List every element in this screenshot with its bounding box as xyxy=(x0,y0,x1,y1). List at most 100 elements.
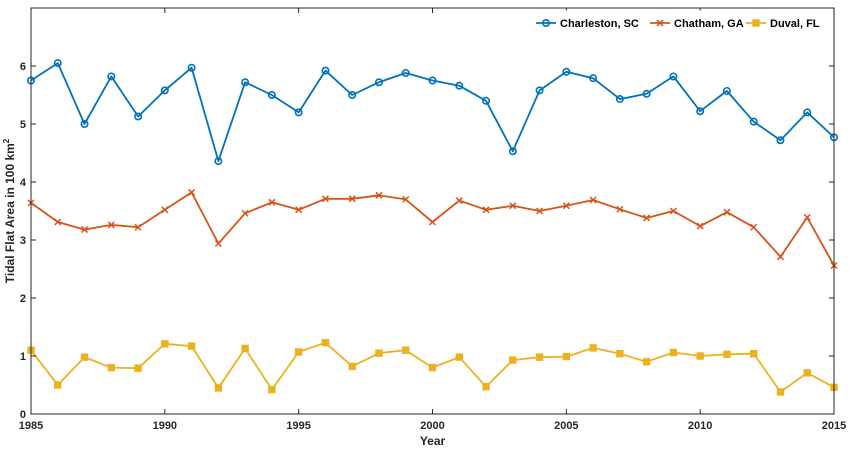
data-point xyxy=(455,197,463,205)
data-point xyxy=(187,342,196,350)
data-point xyxy=(161,340,169,348)
data-point xyxy=(160,86,169,95)
x-tick-label: 2010 xyxy=(688,420,712,432)
data-point xyxy=(562,352,571,361)
data-point xyxy=(723,208,731,216)
data-point xyxy=(803,108,812,117)
plot-area xyxy=(26,59,838,396)
data-point xyxy=(188,188,196,196)
series-duval-fl xyxy=(27,338,838,396)
data-point xyxy=(616,205,624,213)
data-point xyxy=(776,388,785,396)
x-tick-label: 2000 xyxy=(420,420,444,432)
data-point xyxy=(321,195,329,203)
data-point xyxy=(562,202,570,210)
data-point xyxy=(375,191,383,199)
data-point xyxy=(321,338,330,347)
data-point xyxy=(241,209,249,217)
legend-box xyxy=(531,10,832,36)
data-point xyxy=(107,72,116,81)
data-point xyxy=(536,207,544,215)
data-point xyxy=(348,362,356,371)
data-point xyxy=(214,157,223,166)
data-point xyxy=(80,120,89,129)
data-point xyxy=(80,353,89,361)
data-point xyxy=(375,349,383,357)
data-point xyxy=(696,352,704,360)
data-point xyxy=(589,196,597,204)
data-point xyxy=(643,214,651,222)
legend-entry: Duval, FL xyxy=(746,18,820,30)
data-point xyxy=(750,349,758,358)
data-point xyxy=(54,218,62,226)
data-point xyxy=(295,206,303,214)
data-point xyxy=(776,253,784,261)
data-point xyxy=(616,349,624,358)
data-point xyxy=(294,348,303,356)
data-point xyxy=(268,198,276,206)
x-tick-label: 1985 xyxy=(19,420,43,432)
data-point xyxy=(642,358,651,366)
series-line xyxy=(30,62,835,163)
data-point xyxy=(107,363,115,372)
y-tick-label: 6 xyxy=(20,61,26,73)
data-point xyxy=(321,66,330,75)
legend: Charleston, SC Chatham, GA Duval, FL xyxy=(531,10,832,36)
y-tick-label: 1 xyxy=(20,351,26,363)
data-point xyxy=(214,239,222,248)
x-tick-label: 1990 xyxy=(153,420,177,432)
data-point xyxy=(482,383,490,391)
legend-swatch-marker xyxy=(541,18,550,27)
data-point xyxy=(187,63,196,72)
data-point xyxy=(267,91,276,100)
data-point xyxy=(374,78,383,87)
y-axis-title: Tidal Flat Area in 100 km2 xyxy=(2,138,17,283)
data-point xyxy=(428,76,437,85)
data-point xyxy=(348,195,356,203)
y-tick-label: 4 xyxy=(20,177,27,189)
data-point xyxy=(241,344,249,353)
data-point xyxy=(535,353,544,361)
data-point xyxy=(723,350,731,358)
data-point xyxy=(642,89,651,98)
data-point xyxy=(134,364,142,372)
data-point xyxy=(509,356,517,364)
legend-label: Chatham, GA xyxy=(674,18,744,30)
y-axis-title-text: Tidal Flat Area in 100 km xyxy=(3,143,17,283)
data-point xyxy=(107,221,115,229)
data-point xyxy=(348,91,357,100)
legend-entry: Chatham, GA xyxy=(650,18,744,30)
x-tick-label: 2005 xyxy=(554,420,578,432)
legend-swatch-marker xyxy=(752,19,760,27)
y-tick-label: 0 xyxy=(20,409,26,421)
data-point xyxy=(722,86,731,95)
data-point xyxy=(750,223,758,231)
data-point xyxy=(81,226,89,234)
data-point xyxy=(803,213,811,221)
data-point xyxy=(402,195,410,203)
data-point xyxy=(53,59,62,68)
data-point xyxy=(455,81,464,90)
data-point xyxy=(562,67,571,76)
data-point xyxy=(615,95,624,104)
data-point xyxy=(401,68,410,77)
legend-swatch-marker xyxy=(656,19,664,27)
data-point xyxy=(669,207,677,215)
data-point xyxy=(241,78,250,87)
x-axis-title: Year xyxy=(420,434,446,448)
legend-label: Duval, FL xyxy=(770,18,820,30)
data-point xyxy=(455,353,463,361)
y-tick-label: 5 xyxy=(20,119,26,131)
data-point xyxy=(134,112,143,121)
data-point xyxy=(161,206,169,214)
data-point xyxy=(669,72,678,81)
y-tick-label: 3 xyxy=(20,235,26,247)
data-point xyxy=(669,348,678,357)
legend-label: Charleston, SC xyxy=(560,18,639,30)
data-point xyxy=(402,346,410,354)
data-point xyxy=(803,369,811,377)
data-point xyxy=(134,223,142,231)
data-point xyxy=(482,206,490,214)
x-tick-label: 1995 xyxy=(286,420,310,432)
